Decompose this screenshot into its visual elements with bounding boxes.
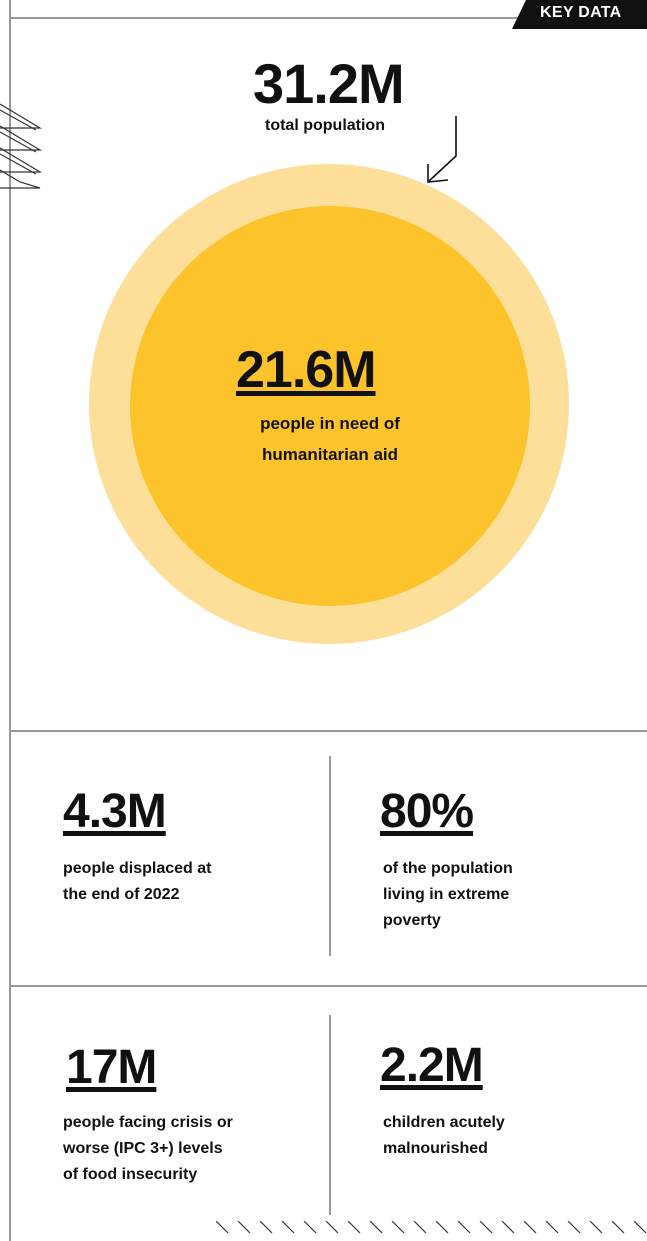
frame-left-border — [9, 0, 11, 1241]
key-data-label: KEY DATA — [540, 4, 622, 21]
food-insecurity-label-line: people facing crisis or — [63, 1114, 233, 1131]
malnourished-label: children acutely malnourished — [383, 1110, 505, 1162]
food-insecurity-label-line: of food insecurity — [63, 1166, 198, 1183]
people-in-need-value: 21.6M — [236, 341, 377, 399]
total-population-value: 31.2M — [253, 52, 405, 115]
food-insecurity-value: 17M — [66, 1041, 157, 1094]
column-divider — [329, 1015, 331, 1215]
key-data-tag: KEY DATA — [512, 0, 647, 29]
chevron-decoration-icon — [0, 103, 43, 189]
poverty-label-line: living in extreme — [383, 886, 510, 903]
displaced-label-line: people displaced at — [63, 860, 212, 877]
malnourished-label-line: children acutely — [383, 1114, 505, 1131]
total-population-label: total population — [265, 117, 385, 134]
people-in-need-label-line1: people in need of — [260, 414, 400, 433]
food-insecurity-label-line: worse (IPC 3+) levels — [63, 1140, 223, 1157]
poverty-label-line: poverty — [383, 912, 441, 929]
displaced-label: people displaced at the end of 2022 — [63, 856, 211, 908]
arrow-icon — [427, 116, 457, 183]
displaced-label-line: the end of 2022 — [63, 886, 180, 903]
poverty-label: of the population living in extreme pove… — [383, 856, 513, 934]
displaced-value: 4.3M — [63, 785, 167, 838]
section-divider — [9, 985, 647, 987]
column-divider — [329, 756, 331, 956]
malnourished-label-line: malnourished — [383, 1140, 488, 1157]
poverty-value: 80% — [380, 785, 474, 838]
hatch-decoration-icon — [216, 1221, 647, 1234]
food-insecurity-label: people facing crisis or worse (IPC 3+) l… — [63, 1110, 233, 1188]
people-in-need-circle — [130, 206, 530, 606]
frame-top-border — [9, 17, 647, 19]
section-divider — [9, 730, 647, 732]
poverty-label-line: of the population — [383, 860, 513, 877]
people-in-need-label: people in need of humanitarian aid — [200, 408, 460, 470]
people-in-need-label-line2: humanitarian aid — [261, 445, 399, 464]
malnourished-value: 2.2M — [380, 1039, 484, 1092]
